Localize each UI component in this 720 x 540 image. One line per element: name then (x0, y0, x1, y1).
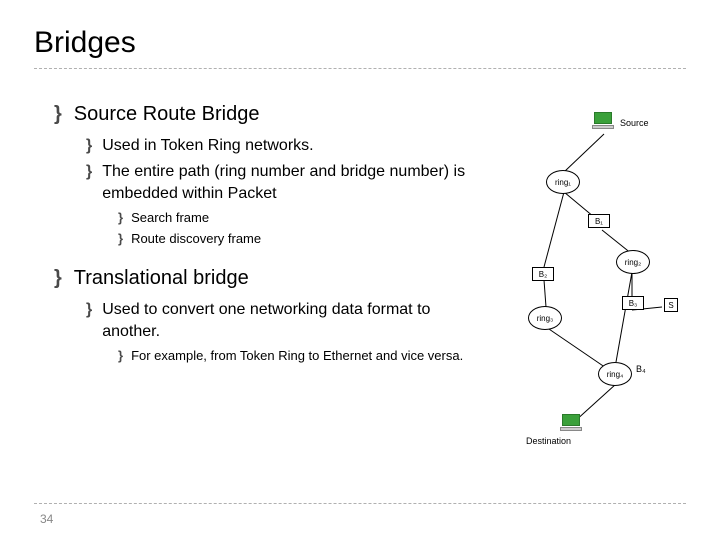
ring-icon: ring₂ (616, 250, 650, 274)
bullet-l3-route-discovery: } Route discovery frame (118, 230, 470, 248)
bullet-l3-search-frame: } Search frame (118, 209, 470, 227)
bridge-icon: S (664, 298, 678, 312)
ring-icon: ring₁ (546, 170, 580, 194)
node-ring1: ring₁ (546, 170, 580, 194)
bullet-l3-example: } For example, from Token Ring to Ethern… (118, 347, 470, 365)
bullet-marker-icon: } (118, 230, 123, 248)
bullet-marker-icon: } (54, 101, 62, 127)
bullet-marker-icon: } (86, 161, 92, 183)
node-dest-computer (560, 414, 582, 432)
bullet-l2-token-ring: } Used in Token Ring networks. (86, 135, 470, 157)
bullet-text: Translational bridge (74, 265, 249, 291)
bullet-l2-entire-path: } The entire path (ring number and bridg… (86, 161, 470, 205)
label-b4: B₄ (636, 364, 646, 374)
bridge-icon: B₃ (622, 296, 644, 310)
ring-icon: ring₃ (528, 306, 562, 330)
node-b2: B₂ (532, 267, 554, 281)
node-ring4: ring₄ (598, 362, 632, 386)
label-source: Source (620, 118, 649, 128)
bullet-text: Source Route Bridge (74, 101, 260, 127)
bullet-marker-icon: } (118, 347, 123, 365)
content-area: } Source Route Bridge } Used in Token Ri… (0, 69, 470, 365)
bullet-marker-icon: } (118, 209, 123, 227)
bullet-text: Route discovery frame (131, 230, 261, 248)
network-diagram: Source ring₁ B₁ ring₂ B₂ ring₃ B₃ S ring… (504, 112, 704, 452)
bullet-marker-icon: } (86, 299, 92, 321)
slide-title: Bridges (0, 0, 720, 68)
bullet-l2-convert: } Used to convert one networking data fo… (86, 299, 470, 343)
node-ring3: ring₃ (528, 306, 562, 330)
diagram-edges (504, 112, 704, 452)
node-b4: B₄ (636, 364, 646, 374)
bullet-marker-icon: } (86, 135, 92, 157)
bullet-l1-translational: } Translational bridge (54, 265, 470, 291)
node-b1: B₁ (588, 214, 610, 228)
ring-icon: ring₄ (598, 362, 632, 386)
bullet-marker-icon: } (54, 265, 62, 291)
node-source-computer (592, 112, 614, 130)
footer-divider (34, 503, 686, 504)
node-side-s: S (664, 298, 678, 312)
bullet-text: For example, from Token Ring to Ethernet… (131, 347, 463, 365)
slide-number: 34 (40, 512, 53, 526)
bullet-text: Search frame (131, 209, 209, 227)
label-destination: Destination (526, 436, 571, 446)
bridge-icon: B₁ (588, 214, 610, 228)
bullet-text: Used in Token Ring networks. (102, 135, 313, 157)
computer-icon (592, 112, 614, 130)
bullet-text: Used to convert one networking data form… (102, 299, 470, 343)
computer-icon (560, 414, 582, 432)
bridge-icon: B₂ (532, 267, 554, 281)
bullet-l1-source-route: } Source Route Bridge (54, 101, 470, 127)
node-ring2: ring₂ (616, 250, 650, 274)
bullet-text: The entire path (ring number and bridge … (102, 161, 470, 205)
node-b3: B₃ (622, 296, 644, 310)
